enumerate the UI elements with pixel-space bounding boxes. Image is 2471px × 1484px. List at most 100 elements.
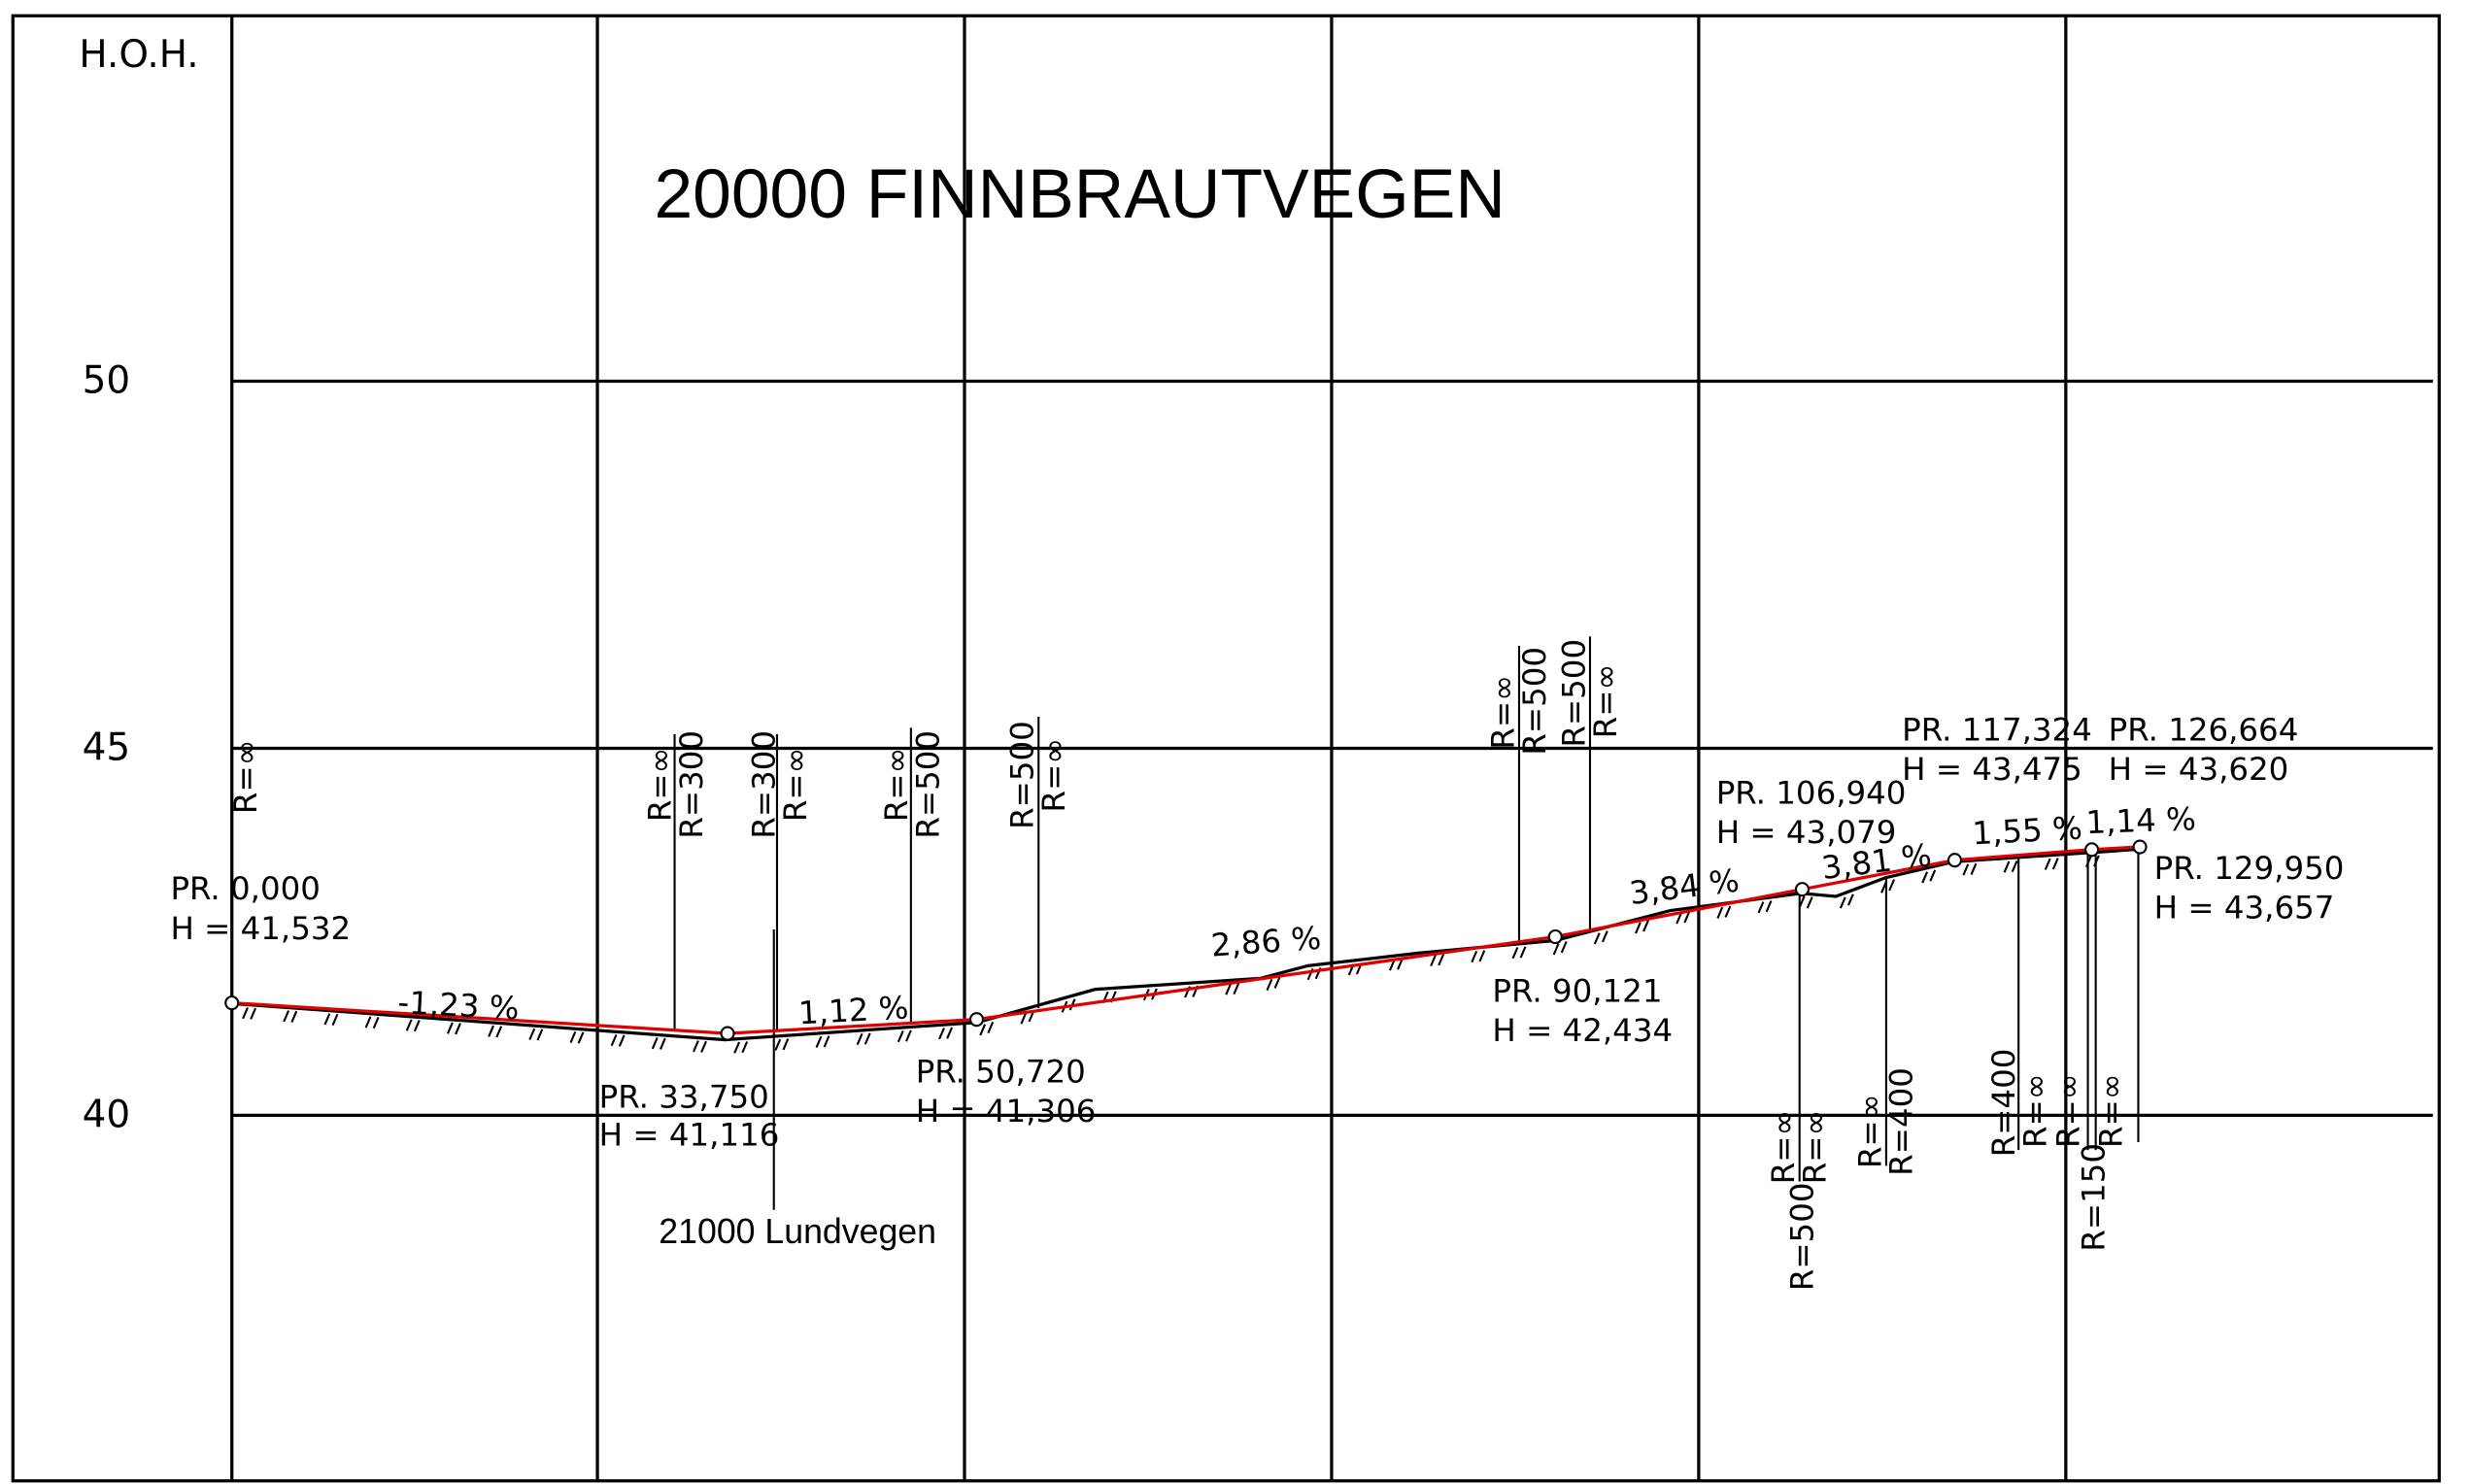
hatch bbox=[1635, 922, 1642, 934]
point bbox=[968, 1012, 985, 1028]
hatch bbox=[946, 1027, 953, 1039]
hatch bbox=[693, 1040, 699, 1053]
radius-label: R=∞ bbox=[777, 747, 814, 822]
radius-label: R=500 bbox=[909, 730, 946, 839]
hatch bbox=[987, 1021, 995, 1034]
axis-label: H.O.H. bbox=[79, 33, 198, 77]
hatch bbox=[1233, 982, 1240, 995]
hatch bbox=[1020, 1012, 1028, 1025]
hatch bbox=[610, 1033, 618, 1047]
hatch bbox=[364, 1016, 372, 1029]
hatch bbox=[528, 1028, 536, 1040]
frame bbox=[11, 14, 2441, 1483]
hatch bbox=[1847, 894, 1854, 906]
radius-label: R=400 bbox=[1985, 1049, 2022, 1158]
radius-label: R=∞ bbox=[1797, 1109, 1834, 1184]
hatch bbox=[651, 1037, 659, 1050]
hatch bbox=[1593, 932, 1601, 945]
hatch bbox=[1798, 895, 1806, 908]
point bbox=[720, 1026, 735, 1041]
height: H = 43,475 bbox=[1902, 751, 2082, 788]
point bbox=[1946, 853, 1963, 868]
height: H = 41,306 bbox=[916, 1093, 1097, 1130]
radius-label: R=150 bbox=[2076, 1143, 2113, 1252]
radius-label: R=∞ bbox=[2092, 1073, 2129, 1148]
title: 20000 FINNBRAUTVEGEN bbox=[654, 155, 1505, 233]
hatch bbox=[242, 1007, 249, 1020]
hatch bbox=[1921, 871, 1929, 884]
station: PR. 90,121 bbox=[1492, 973, 1662, 1010]
grade-label: 1,14 % bbox=[2085, 800, 2197, 841]
ground-hatching bbox=[242, 855, 2100, 1054]
grade-label: 2,86 % bbox=[1210, 920, 1323, 964]
hatch bbox=[1438, 954, 1445, 966]
hatch bbox=[1839, 896, 1846, 909]
point bbox=[2084, 842, 2100, 858]
hatch bbox=[1642, 920, 1649, 932]
hatch bbox=[250, 1007, 257, 1020]
hatch bbox=[659, 1037, 666, 1050]
station: PR. 33,750 bbox=[599, 1078, 769, 1115]
hatch bbox=[1962, 863, 1970, 876]
hatch bbox=[536, 1029, 544, 1041]
hatch bbox=[1560, 941, 1568, 954]
hatch bbox=[1519, 946, 1527, 959]
hatch bbox=[2084, 855, 2092, 868]
hatch bbox=[1683, 911, 1691, 924]
hatch bbox=[323, 1013, 331, 1026]
hatch bbox=[1273, 976, 1281, 990]
axis-tick: 50 bbox=[83, 359, 131, 403]
height: H = 43,620 bbox=[2109, 751, 2289, 788]
hatch bbox=[2051, 858, 2059, 870]
station: PR. 126,664 bbox=[2109, 711, 2299, 748]
radius-label: R=500 bbox=[1784, 1183, 1821, 1292]
hatch bbox=[1970, 862, 1978, 875]
radius-label: R=∞ bbox=[1587, 663, 1624, 738]
height: H = 43,657 bbox=[2154, 890, 2335, 927]
axis-tick: 40 bbox=[83, 1094, 131, 1137]
hatch bbox=[446, 1022, 454, 1034]
radius-label: R=∞ bbox=[1851, 1094, 1888, 1168]
station: PR. 50,720 bbox=[916, 1053, 1086, 1090]
crossing-road: 21000 Lundvegen bbox=[659, 1212, 936, 1251]
hatch bbox=[488, 1025, 494, 1037]
hatch bbox=[331, 1013, 339, 1027]
radius-label: R=∞ bbox=[642, 747, 679, 822]
hatch bbox=[1929, 869, 1937, 882]
radius-label: R=300 bbox=[673, 730, 710, 839]
radius-label: R=∞ bbox=[2017, 1073, 2054, 1148]
point bbox=[1794, 882, 1811, 897]
hatch bbox=[1601, 930, 1608, 943]
points bbox=[224, 839, 2148, 1041]
height: H = 42,434 bbox=[1492, 1012, 1673, 1049]
hatch bbox=[495, 1026, 503, 1038]
radius-label: R=500 bbox=[1555, 639, 1592, 748]
hatch bbox=[1757, 901, 1765, 914]
hatch bbox=[897, 1030, 904, 1043]
height: H = 41,532 bbox=[170, 910, 351, 947]
radius-label: R=500 bbox=[1516, 647, 1553, 756]
leaders bbox=[673, 636, 2140, 1210]
hatch bbox=[455, 1023, 461, 1035]
station: PR. 0,000 bbox=[170, 870, 320, 907]
hatch bbox=[577, 1031, 585, 1044]
hatch bbox=[823, 1035, 830, 1048]
hatch bbox=[372, 1016, 380, 1029]
hatch bbox=[2011, 860, 2018, 873]
hatch bbox=[1676, 912, 1683, 925]
hatch bbox=[1478, 950, 1486, 962]
hatch bbox=[290, 1010, 298, 1023]
hatch bbox=[1225, 983, 1233, 995]
hatch bbox=[905, 1029, 912, 1042]
hatch bbox=[1471, 950, 1478, 963]
radius-label: R=∞ bbox=[2050, 1073, 2087, 1148]
point bbox=[1547, 928, 1563, 945]
profile-line bbox=[231, 845, 2141, 1035]
hatch bbox=[1266, 978, 1273, 992]
radius-label: R=300 bbox=[746, 730, 783, 839]
hatch bbox=[1430, 954, 1437, 967]
radius-label: R=500 bbox=[1004, 721, 1041, 829]
hatch bbox=[1716, 906, 1724, 919]
hatch bbox=[1888, 879, 1895, 892]
